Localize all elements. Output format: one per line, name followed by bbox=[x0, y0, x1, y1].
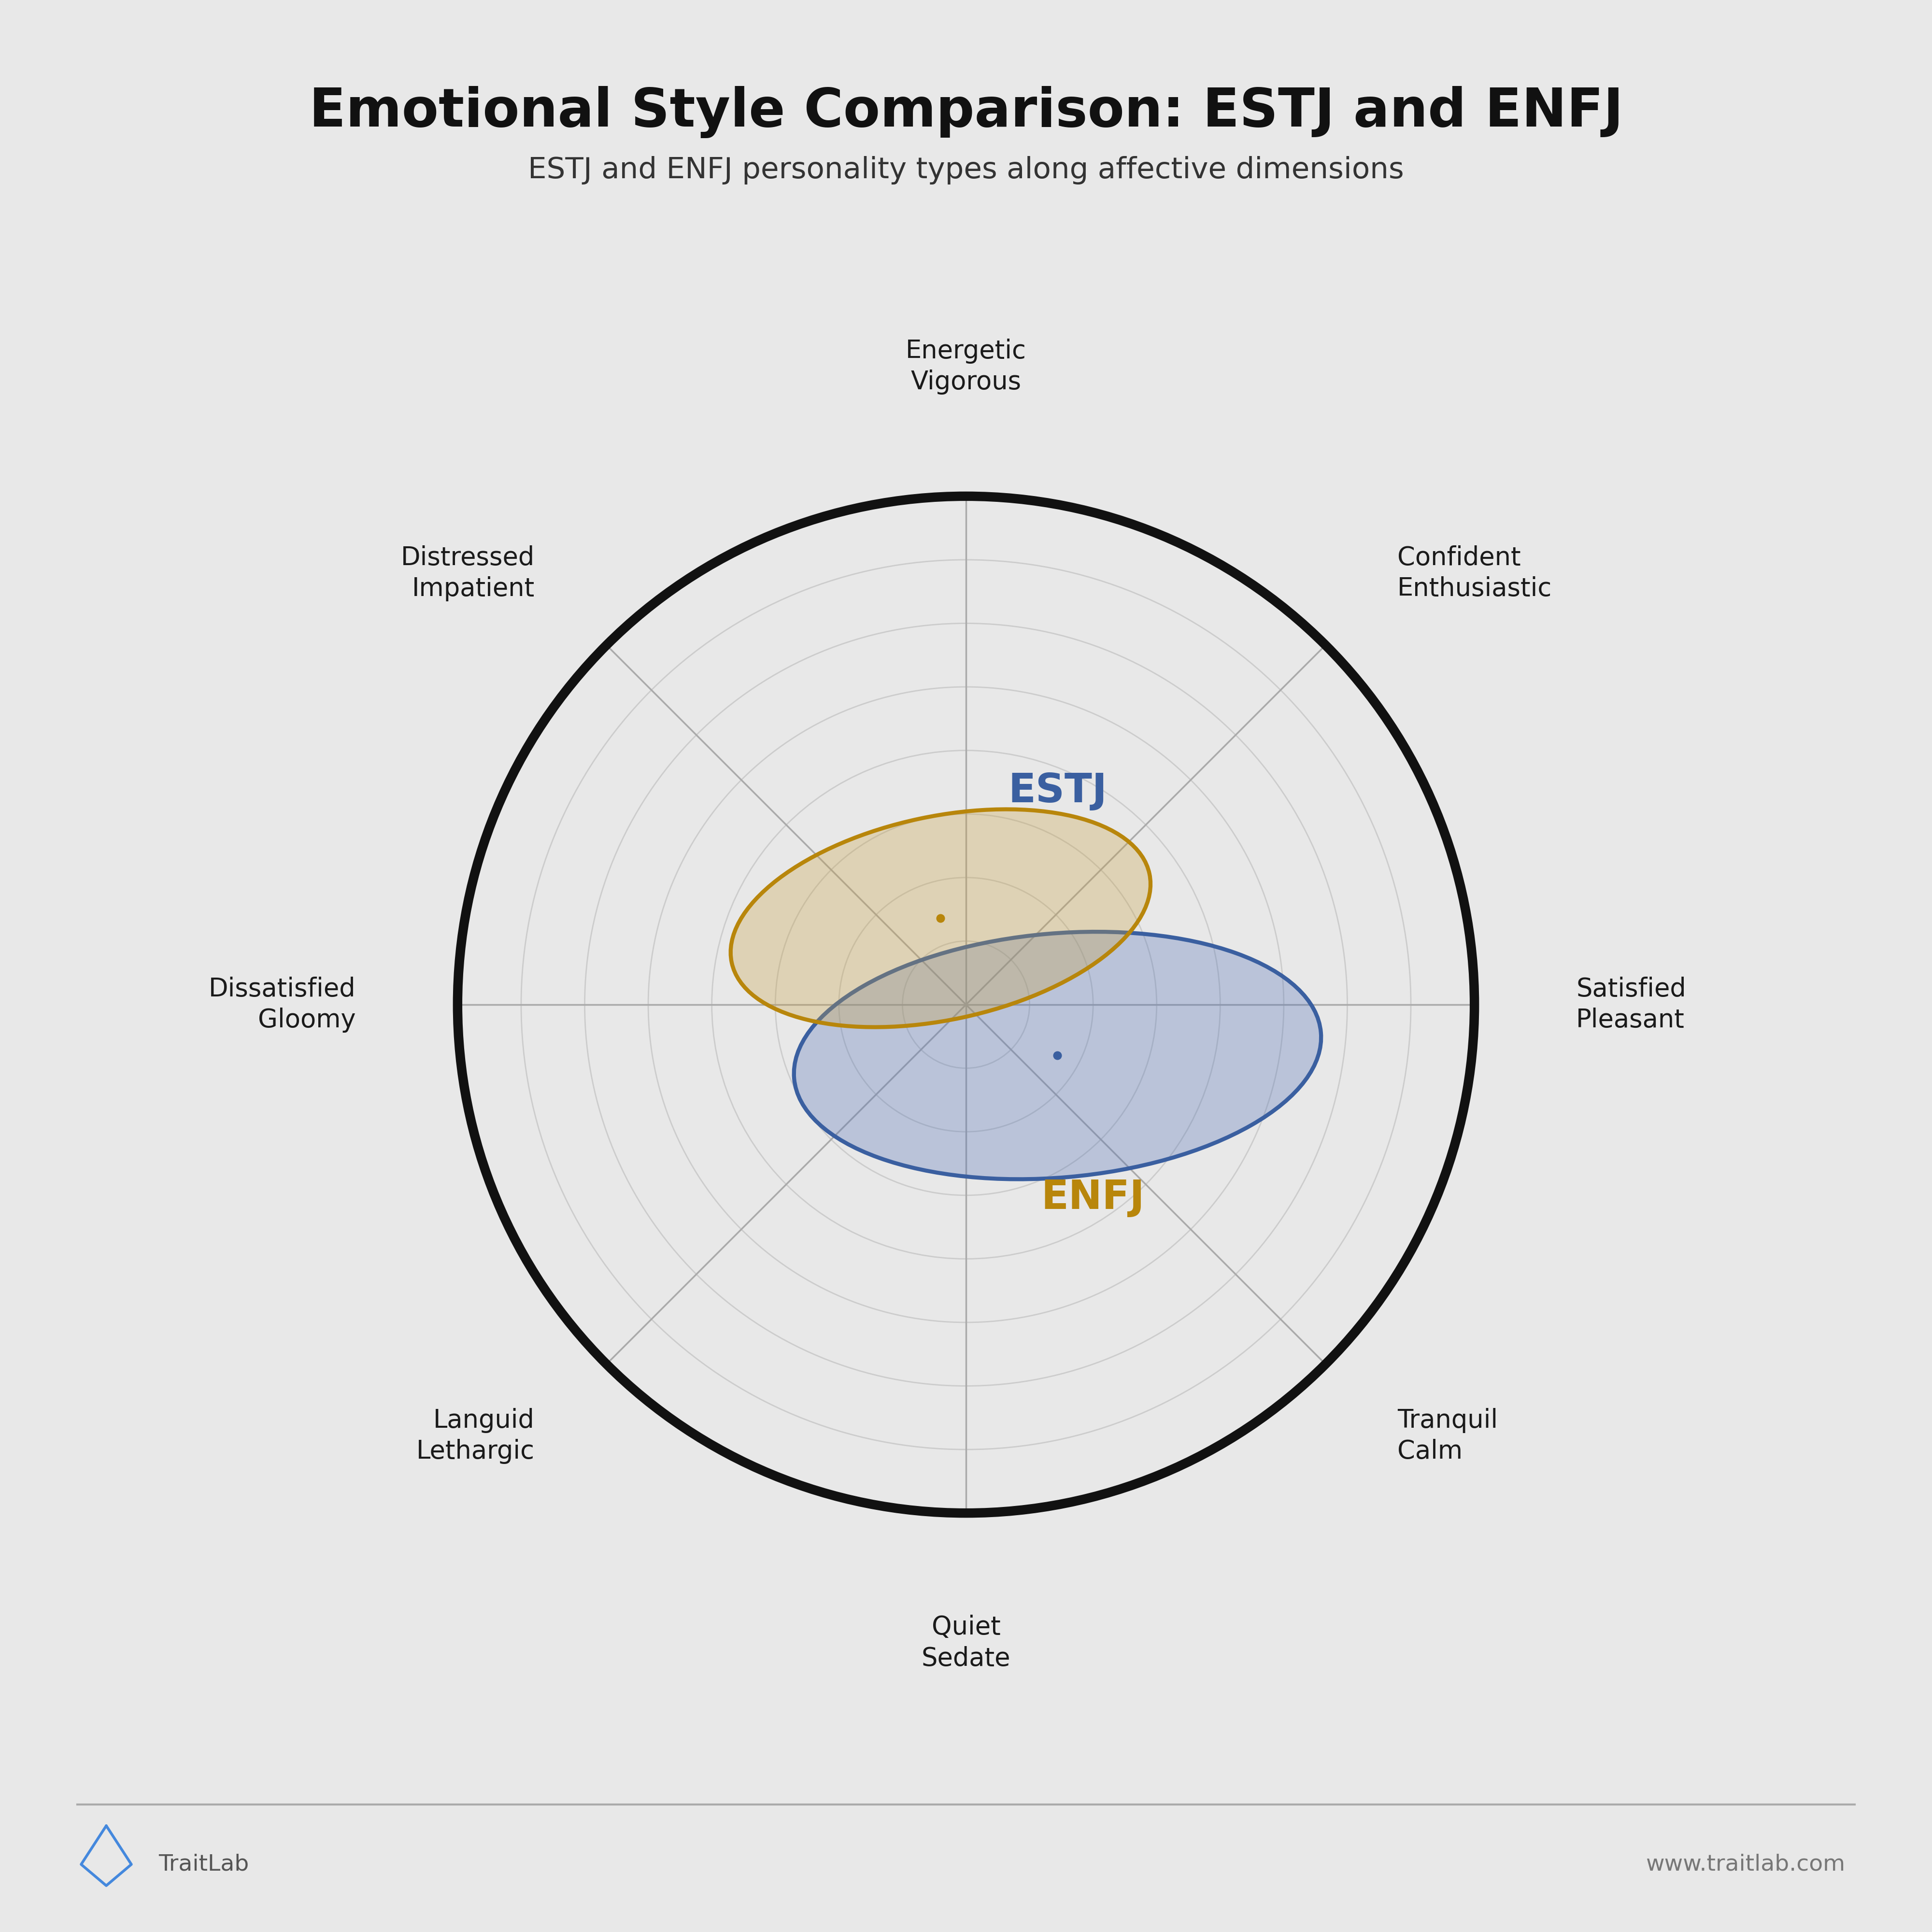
Text: Tranquil
Calm: Tranquil Calm bbox=[1397, 1408, 1497, 1464]
Text: Distressed
Impatient: Distressed Impatient bbox=[400, 545, 535, 601]
Text: Confident
Enthusiastic: Confident Enthusiastic bbox=[1397, 545, 1551, 601]
Text: ESTJ: ESTJ bbox=[1009, 771, 1107, 811]
Text: Dissatisfied
Gloomy: Dissatisfied Gloomy bbox=[209, 976, 355, 1034]
Text: www.traitlab.com: www.traitlab.com bbox=[1646, 1853, 1845, 1876]
Text: Satisfied
Pleasant: Satisfied Pleasant bbox=[1577, 976, 1687, 1034]
Text: ENFJ: ENFJ bbox=[1041, 1179, 1146, 1217]
Text: TraitLab: TraitLab bbox=[158, 1853, 249, 1876]
Text: ESTJ and ENFJ personality types along affective dimensions: ESTJ and ENFJ personality types along af… bbox=[527, 156, 1405, 184]
Ellipse shape bbox=[730, 810, 1151, 1028]
Text: Languid
Lethargic: Languid Lethargic bbox=[415, 1408, 535, 1464]
Ellipse shape bbox=[794, 931, 1321, 1179]
Text: Energetic
Vigorous: Energetic Vigorous bbox=[906, 338, 1026, 394]
Text: Emotional Style Comparison: ESTJ and ENFJ: Emotional Style Comparison: ESTJ and ENF… bbox=[309, 85, 1623, 139]
Text: Quiet
Sedate: Quiet Sedate bbox=[922, 1615, 1010, 1671]
